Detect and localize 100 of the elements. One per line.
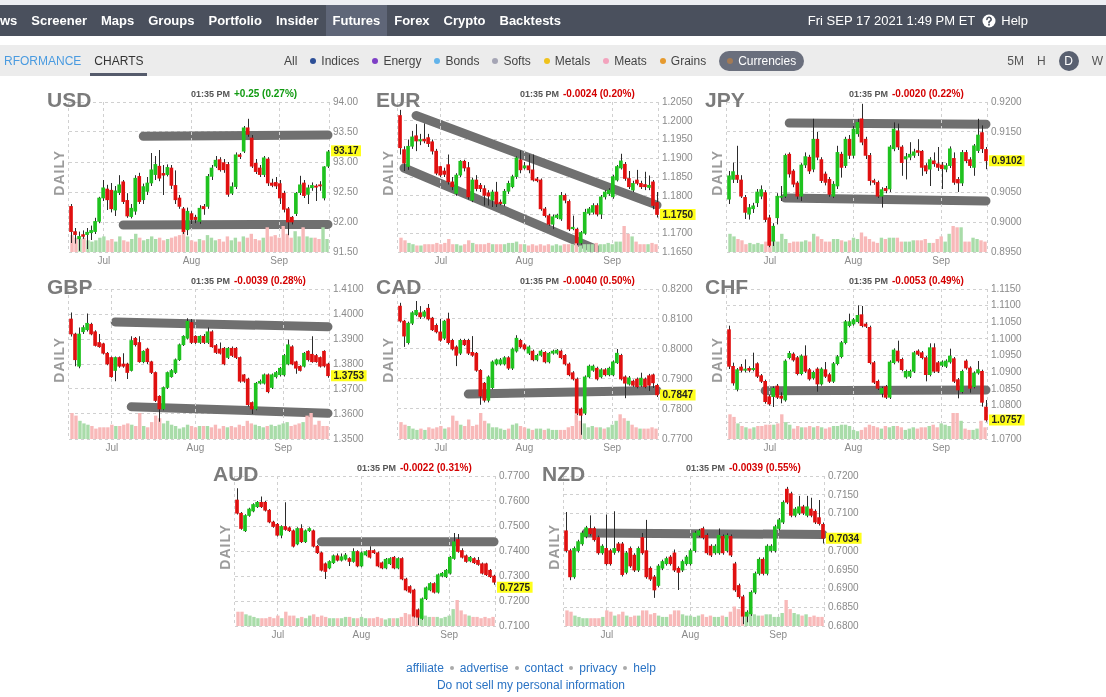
bar — [951, 413, 955, 439]
text: affiliate — [406, 660, 444, 675]
bar — [646, 244, 650, 252]
bar — [618, 414, 622, 439]
bar — [638, 244, 642, 252]
y-axis-title: DAILY — [709, 150, 725, 196]
candlestick — [406, 139, 410, 171]
bar — [248, 615, 252, 626]
x-tick-label: Aug — [186, 441, 205, 453]
bar — [565, 610, 569, 626]
annotation: 1.1750 — [662, 208, 694, 220]
bar — [102, 236, 106, 252]
x-tick-label: Sep — [603, 254, 622, 266]
bar — [161, 423, 166, 439]
bar — [241, 236, 246, 252]
bar — [820, 616, 824, 626]
chart-title: NZD — [542, 462, 586, 486]
x-tick-label: Jul — [434, 254, 448, 266]
candlestick — [442, 319, 447, 341]
bar — [403, 424, 407, 439]
bar — [126, 423, 130, 439]
x-tick-label: Aug — [681, 628, 700, 640]
bar — [193, 427, 198, 439]
bar — [618, 241, 622, 252]
chart-subtitle: 01:35 PM — [849, 276, 889, 286]
bar — [935, 427, 939, 439]
bar — [569, 611, 573, 626]
bar — [634, 241, 638, 252]
bar — [800, 427, 804, 439]
text: Energy — [383, 53, 422, 68]
bar — [610, 424, 614, 439]
bar — [827, 427, 832, 439]
candlestick — [105, 184, 109, 211]
bar — [768, 614, 772, 626]
bar — [482, 244, 487, 252]
bar — [582, 423, 586, 439]
text: -0.0040 (0.50%) — [563, 275, 635, 286]
y-tick-label: 1.3700 — [333, 382, 365, 394]
text: RFORMANCE — [3, 52, 83, 70]
y-tick-label: 1.0800 — [991, 399, 1023, 411]
y-tick-label: 1.3500 — [333, 432, 365, 444]
bar — [467, 615, 471, 626]
bar — [252, 616, 256, 626]
bar — [796, 614, 800, 626]
bar — [947, 426, 951, 439]
y-tick-label: 0.7700 — [499, 469, 531, 481]
bar — [573, 615, 577, 626]
bar — [471, 616, 475, 626]
bar — [971, 429, 975, 439]
bar — [309, 413, 313, 439]
bar — [847, 240, 852, 252]
bar — [642, 428, 646, 439]
text: Metals — [554, 53, 591, 68]
bar — [435, 427, 439, 439]
text: Do not sell my personal information — [435, 678, 627, 692]
x-tick-label: Aug — [844, 254, 863, 266]
x-tick-label: Sep — [274, 441, 293, 453]
bar — [411, 244, 415, 252]
y-tick-label: 1.2000 — [662, 114, 694, 126]
x-tick-label: Jul — [271, 628, 285, 640]
bar — [780, 613, 784, 626]
bar — [339, 618, 344, 626]
bar — [284, 611, 288, 626]
bar — [70, 413, 74, 439]
bar — [110, 424, 114, 439]
text: -0.0053 (0.49%) — [892, 275, 964, 286]
chart-subtitle: 01:35 PM — [191, 89, 231, 99]
bar — [280, 618, 284, 626]
candlestick — [948, 145, 952, 169]
text: ws — [0, 12, 19, 30]
bar — [784, 600, 788, 626]
bar — [149, 236, 154, 252]
chart-title: AUD — [213, 462, 259, 486]
bar — [281, 423, 285, 439]
y-axis-title: DAILY — [380, 150, 396, 196]
bar — [630, 236, 634, 252]
bar — [403, 240, 407, 252]
y-axis-title: DAILY — [546, 524, 562, 570]
candlestick — [984, 399, 988, 423]
bar — [276, 615, 280, 626]
text: Futures — [325, 5, 388, 36]
bar — [808, 616, 812, 626]
text: Groups — [147, 12, 196, 30]
y-tick-label: 0.8950 — [991, 245, 1023, 257]
bar — [740, 426, 744, 439]
bar — [502, 244, 507, 252]
annotation: 0.7034 — [828, 532, 860, 544]
bar — [321, 227, 325, 252]
chart-title: CAD — [376, 275, 422, 299]
bar — [971, 237, 975, 252]
text: +0.25 (0.27%) — [234, 88, 298, 99]
candlestick — [795, 355, 800, 376]
y-axis-title: DAILY — [709, 337, 725, 383]
y-axis-title: DAILY — [380, 337, 396, 383]
bar — [317, 239, 321, 252]
bar — [443, 242, 447, 252]
bar — [427, 427, 431, 439]
text: CHARTS — [90, 45, 148, 76]
bar — [935, 239, 939, 252]
bar — [379, 618, 384, 626]
